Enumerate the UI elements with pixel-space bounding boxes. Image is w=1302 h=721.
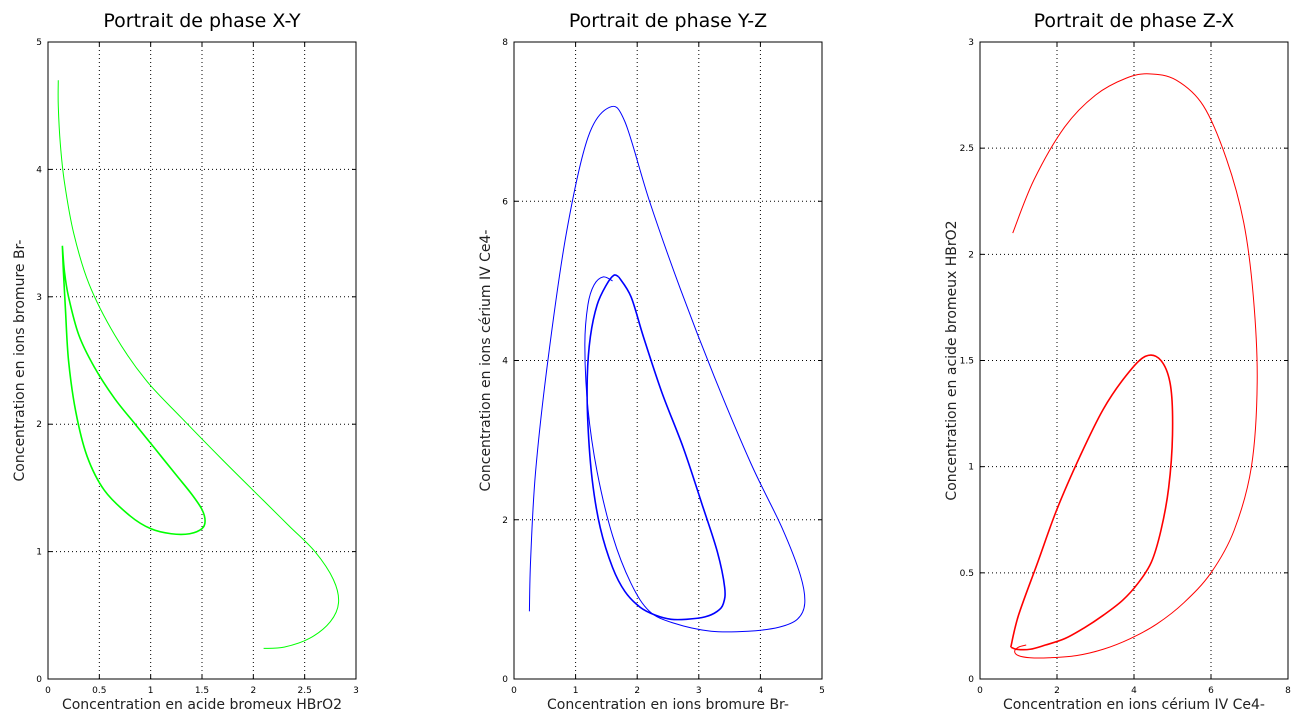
xy-xtick-label-2: 1 (148, 686, 154, 696)
zx-xtick-label-1: 2 (1054, 686, 1060, 696)
xy-ytick-label-3: 3 (36, 293, 42, 303)
xy-xtick-label-3: 1.5 (195, 686, 209, 696)
yz-series-2 (586, 274, 726, 621)
xy-y-axis-label: Concentration en ions bromure Br- (12, 240, 28, 482)
xy-xtick-label-5: 2.5 (298, 686, 312, 696)
xy-xtick-label-1: 0.5 (92, 686, 106, 696)
panel-yz: 0 1 2 3 4 5 0 2 4 6 8 Portrait de phase Y-Z Concentr… (478, 10, 825, 713)
yz-xtick-label-3: 3 (696, 686, 702, 696)
xy-ytick-label-4: 4 (36, 165, 42, 175)
zx-ytick-label-4: 2 (968, 250, 974, 260)
zx-y-axis-label: Concentration en acide bromeux HBrO2 (944, 220, 960, 500)
zx-series-1 (1012, 73, 1258, 659)
yz-series-1 (528, 105, 806, 633)
zx-ytick-label-2: 1 (968, 463, 974, 473)
zx-ytick-label-1: 0.5 (960, 569, 974, 579)
zx-ytick-label-5: 2.5 (960, 144, 974, 154)
xy-series-1 (57, 80, 340, 649)
zx-ytick-label-3: 1.5 (960, 357, 974, 367)
yz-axes-frame (513, 41, 823, 680)
zx-series-2 (1010, 354, 1174, 651)
yz-ytick-label-1: 2 (502, 516, 508, 526)
xy-x-axis-label: Concentration en acide bromeux HBrO2 (62, 697, 342, 713)
yz-ytick-label-4: 8 (502, 38, 508, 48)
zx-axes-frame (979, 41, 1289, 680)
yz-x-axis-label: Concentration en ions bromure Br- (547, 697, 789, 713)
xy-ytick-label-0: 0 (36, 675, 42, 685)
xy-series-2 (61, 245, 206, 536)
yz-ytick-label-3: 6 (502, 197, 508, 207)
xy-chart-title: Portrait de phase X-Y (103, 10, 301, 32)
xy-axes-frame (47, 41, 357, 680)
yz-xtick-label-1: 1 (573, 686, 579, 696)
yz-xtick-label-5: 5 (819, 686, 825, 696)
zx-xtick-label-3: 6 (1208, 686, 1214, 696)
panel-zx: 0 2 4 6 8 0 0.5 1 1.5 2 2.5 3 Portrait de phase Z-X C… (944, 10, 1291, 713)
zx-xtick-label-0: 0 (977, 686, 983, 696)
xy-xtick-label-6: 3 (353, 686, 359, 696)
zx-xtick-label-2: 4 (1131, 686, 1137, 696)
yz-ytick-label-0: 0 (502, 675, 508, 685)
zx-x-axis-label: Concentration en ions cérium IV Ce4- (1003, 697, 1265, 713)
xy-ytick-label-5: 5 (36, 38, 42, 48)
xy-xtick-label-4: 2 (250, 686, 256, 696)
zx-ytick-label-6: 3 (968, 38, 974, 48)
yz-y-axis-label: Concentration en ions cérium IV Ce4- (478, 230, 494, 492)
zx-xtick-label-4: 8 (1285, 686, 1291, 696)
zx-ytick-label-0: 0 (968, 675, 974, 685)
xy-ytick-label-2: 2 (36, 420, 42, 430)
yz-ytick-label-2: 4 (502, 357, 508, 367)
yz-xtick-label-4: 4 (758, 686, 764, 696)
xy-xtick-label-0: 0 (45, 686, 51, 696)
zx-chart-title: Portrait de phase Z-X (1034, 10, 1235, 32)
yz-chart-title: Portrait de phase Y-Z (569, 10, 767, 32)
yz-xtick-label-2: 2 (634, 686, 640, 696)
panel-xy: 0 0.5 1 1.5 2 2.5 3 0 1 2 3 4 5 Portrait de phase X-Y… (12, 10, 359, 713)
yz-xtick-label-0: 0 (511, 686, 517, 696)
xy-ytick-label-1: 1 (36, 548, 42, 558)
